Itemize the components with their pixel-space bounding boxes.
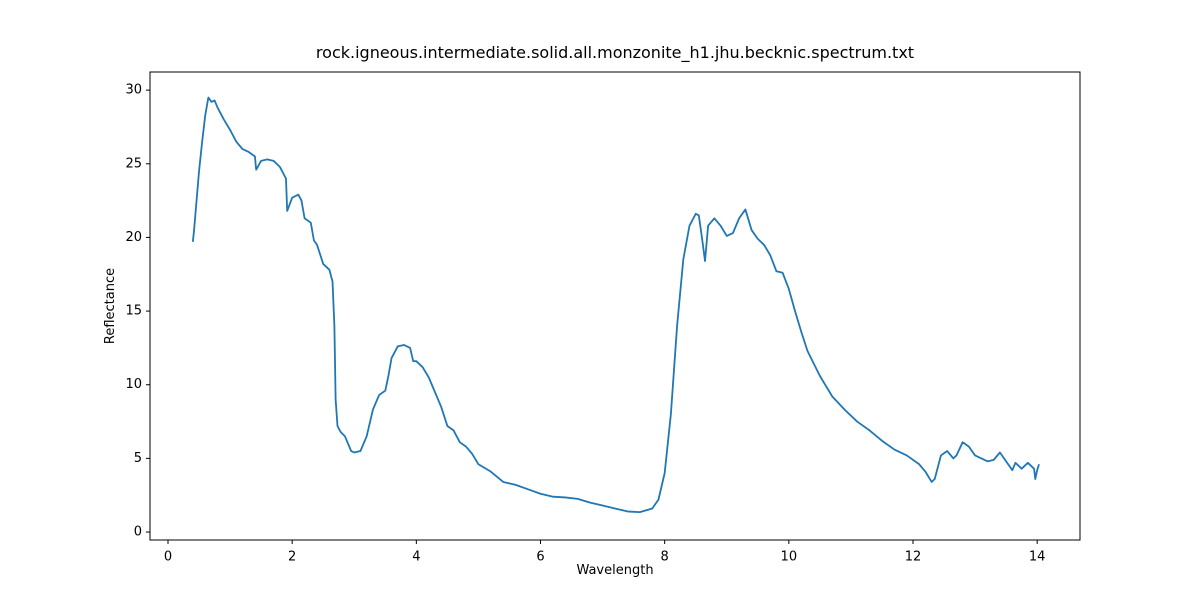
x-tick-label: 12 <box>905 550 922 565</box>
x-tick-label: 2 <box>288 550 296 565</box>
y-axis-label: Reflectance <box>103 268 118 344</box>
x-axis-label: Wavelength <box>576 563 653 578</box>
x-tick-label: 6 <box>536 550 544 565</box>
plot-frame <box>149 71 1081 541</box>
spectrum-line <box>191 96 1040 514</box>
y-tick-label: 5 <box>134 451 142 466</box>
y-tick-label: 0 <box>134 525 142 540</box>
y-tick-label: 10 <box>125 377 142 392</box>
x-tick-label: 8 <box>661 550 669 565</box>
x-tick-label: 14 <box>1029 550 1046 565</box>
x-tick-label: 0 <box>164 550 172 565</box>
y-tick-label: 15 <box>125 304 142 319</box>
y-tick-label: 20 <box>125 230 142 245</box>
x-tick-label: 4 <box>412 550 420 565</box>
x-tick-label: 10 <box>781 550 798 565</box>
y-tick-label: 25 <box>125 156 142 171</box>
chart-title: rock.igneous.intermediate.solid.all.monz… <box>316 43 914 63</box>
y-tick-label: 30 <box>125 83 142 98</box>
